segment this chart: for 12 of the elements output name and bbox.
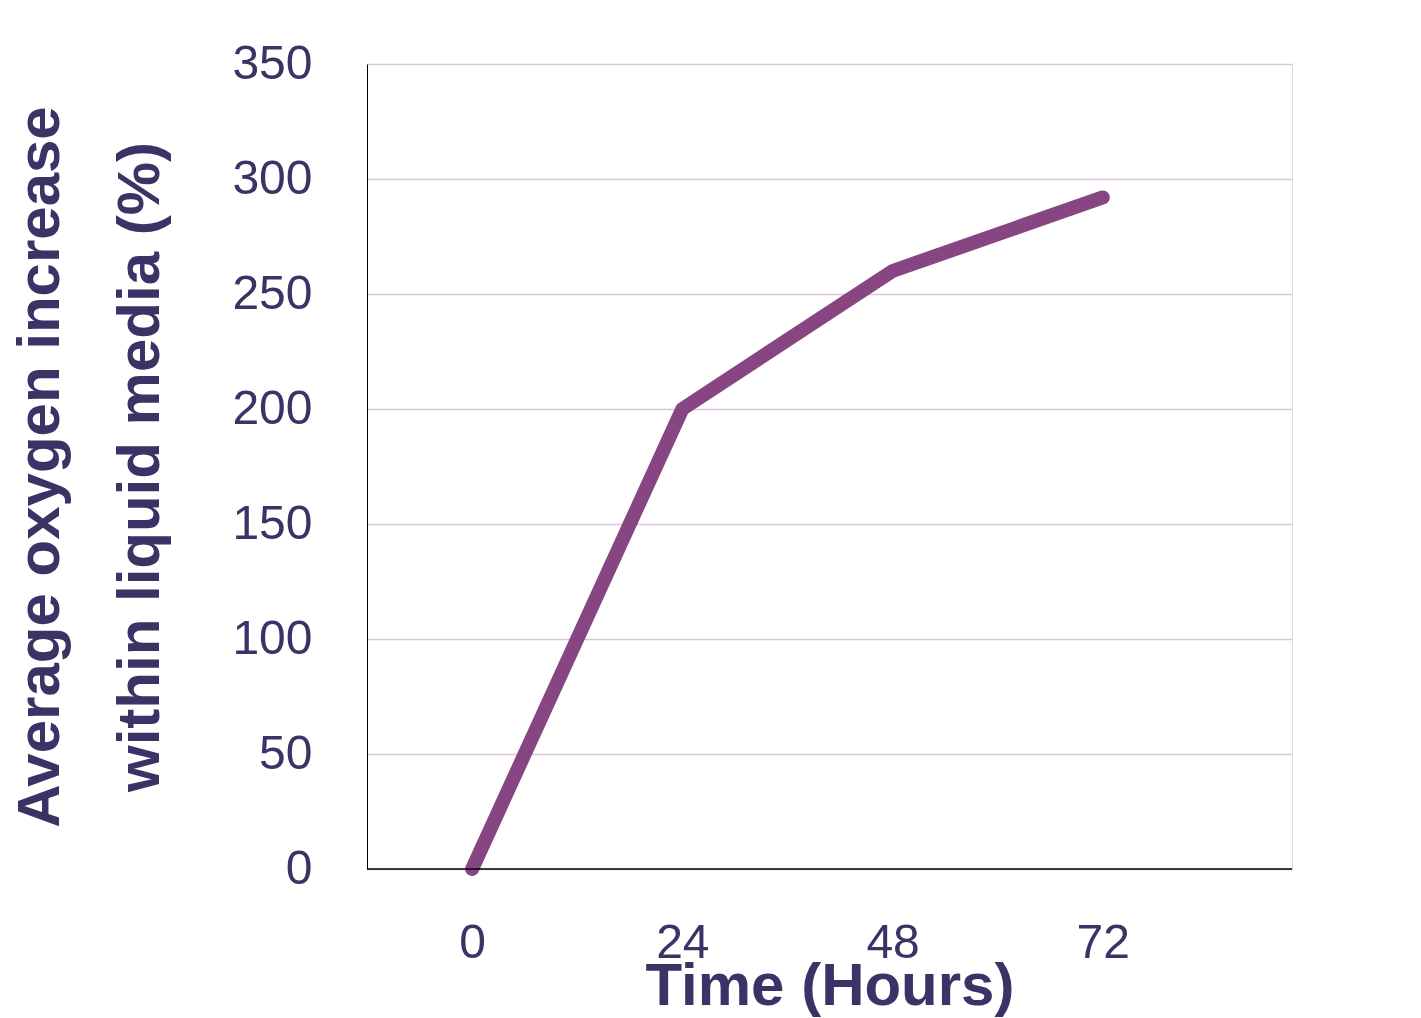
y-tick-label: 200 (232, 380, 313, 434)
x-tick-label: 0 (459, 914, 486, 968)
y-axis-title: Average oxygen increase within liquid media (%) (5, 106, 173, 828)
y-tick-label: 300 (232, 150, 313, 204)
x-tick-label: 72 (1076, 914, 1130, 968)
x-tick-label: 48 (866, 914, 920, 968)
y-tick-label: 50 (259, 725, 313, 779)
y-tick-label: 250 (232, 265, 313, 319)
y-tick-label: 100 (232, 610, 313, 664)
y-tick-label: 150 (232, 495, 313, 549)
y-tick-label: 0 (285, 840, 313, 894)
y-tick-label: 350 (232, 35, 313, 89)
